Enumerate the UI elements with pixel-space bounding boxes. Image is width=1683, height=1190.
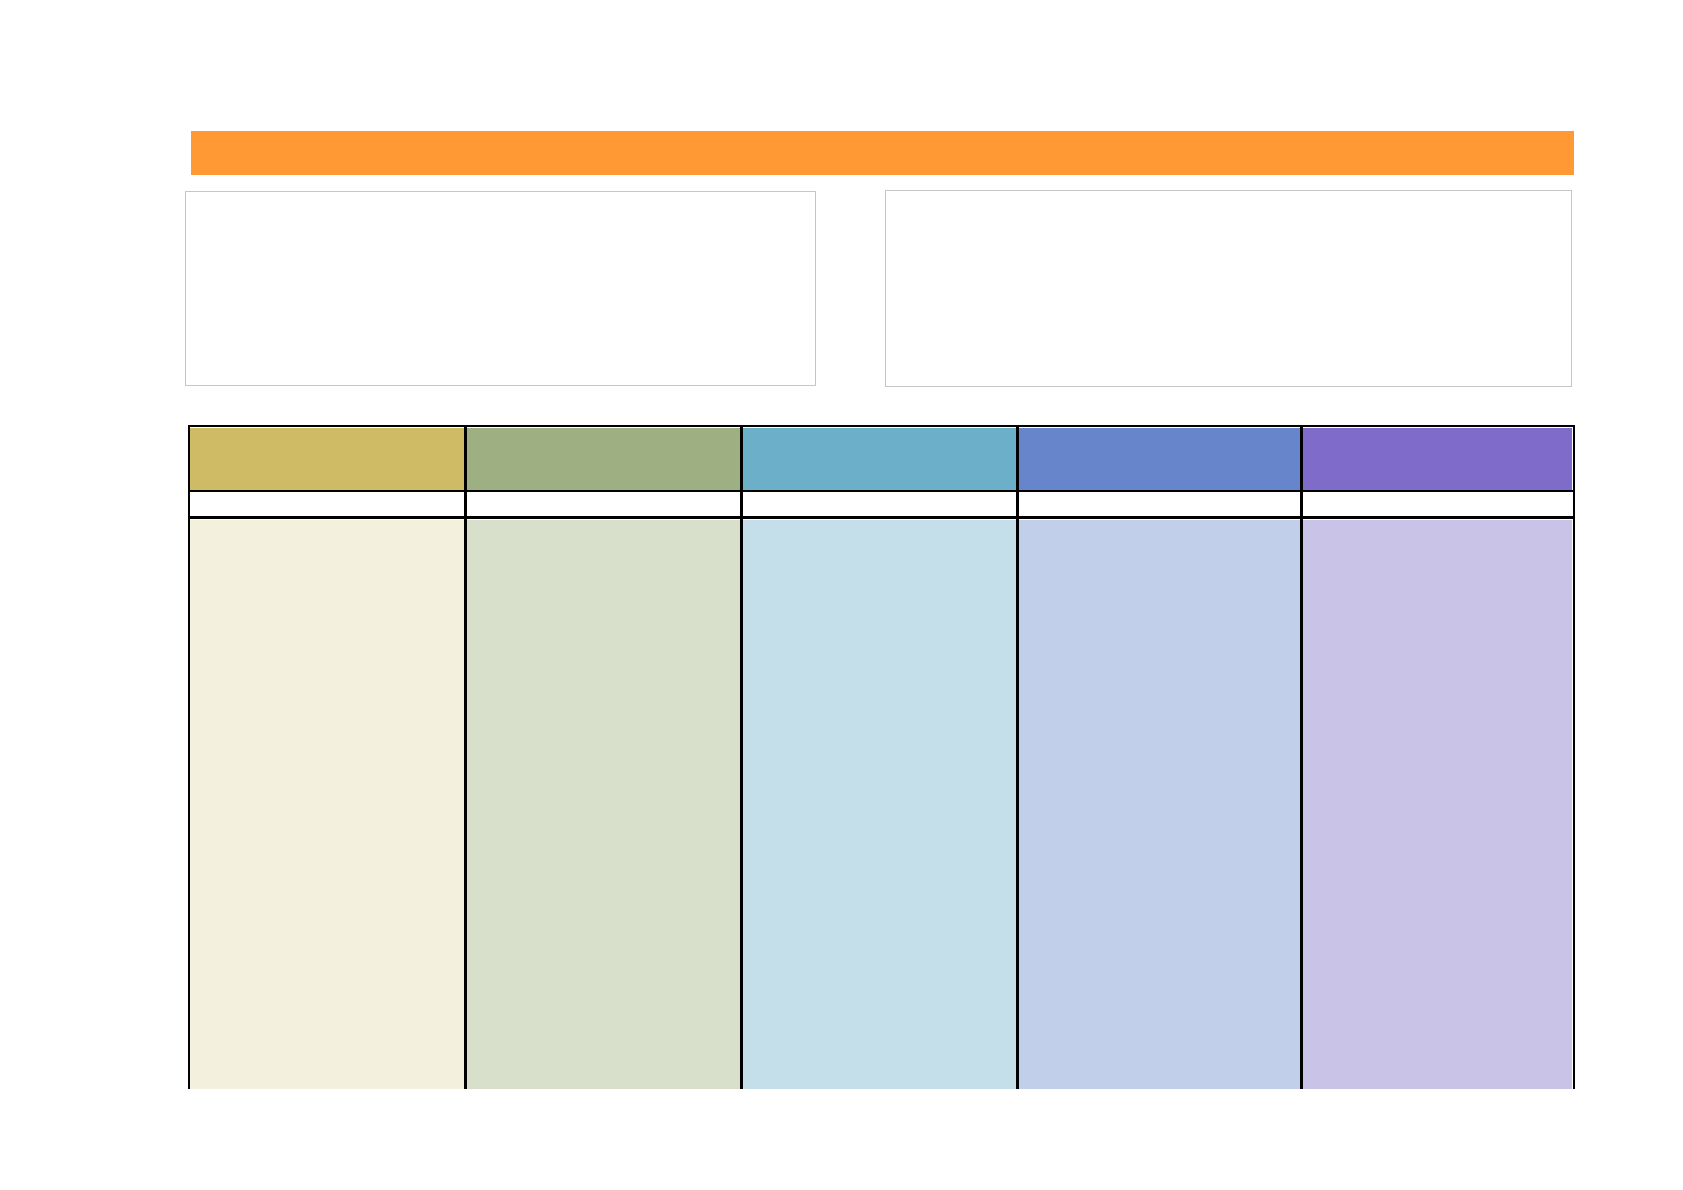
column-1-header xyxy=(189,428,464,490)
info-box-right[interactable] xyxy=(885,190,1572,387)
table-horizontal-rule xyxy=(188,516,1575,519)
table-vertical-rule xyxy=(740,426,743,1089)
column-4-body[interactable] xyxy=(1017,520,1300,1089)
table-horizontal-rule xyxy=(188,490,1575,492)
column-3-body[interactable] xyxy=(741,520,1016,1089)
table-vertical-rule xyxy=(188,426,190,1089)
column-3-subheader[interactable] xyxy=(741,494,1016,517)
table-vertical-rule xyxy=(1300,426,1303,1089)
title-bar xyxy=(191,131,1574,175)
column-2-header xyxy=(465,428,740,490)
column-5-header xyxy=(1301,428,1572,490)
table-horizontal-rule xyxy=(188,425,1575,427)
column-4-subheader[interactable] xyxy=(1017,494,1300,517)
column-5-body[interactable] xyxy=(1301,520,1572,1089)
column-5-subheader[interactable] xyxy=(1301,494,1572,517)
column-1-subheader[interactable] xyxy=(189,494,464,517)
info-box-left[interactable] xyxy=(185,191,816,386)
table-vertical-rule xyxy=(464,426,467,1089)
column-3-header xyxy=(741,428,1016,490)
column-2-subheader[interactable] xyxy=(465,494,740,517)
column-2-body[interactable] xyxy=(465,520,740,1089)
table-vertical-rule xyxy=(1016,426,1019,1089)
column-1-body[interactable] xyxy=(189,520,464,1089)
column-4-header xyxy=(1017,428,1300,490)
table-vertical-rule xyxy=(1573,426,1575,1089)
